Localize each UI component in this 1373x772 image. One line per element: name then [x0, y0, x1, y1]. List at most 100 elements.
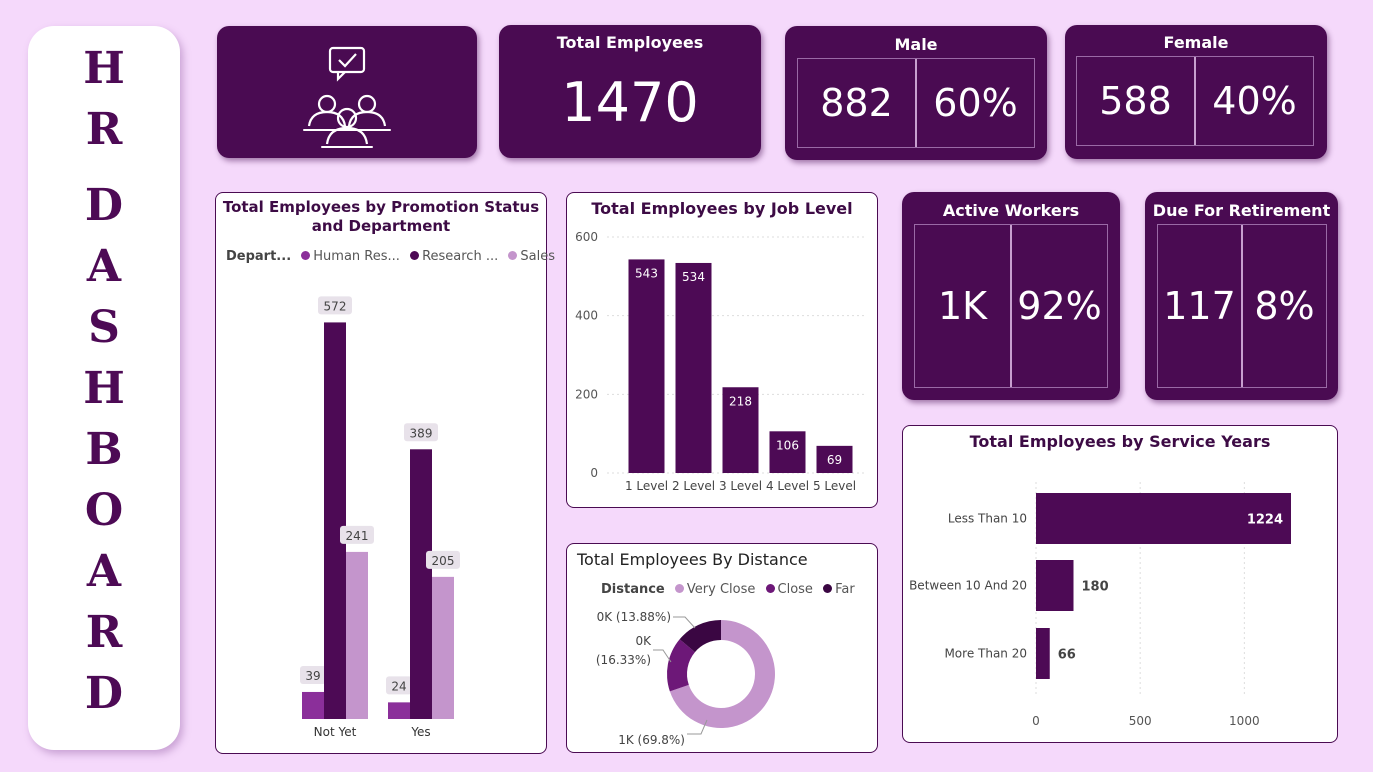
active-workers-count: 1K — [937, 284, 988, 328]
legend-dot-far — [823, 584, 833, 593]
promotion-category-label: Yes — [410, 725, 430, 739]
male-card: Male 882 60% — [785, 26, 1047, 160]
title-letter: O — [84, 485, 124, 536]
retirement-split: 117 8% — [1157, 224, 1327, 388]
promotion-data-label: 205 — [432, 554, 455, 568]
distance-leader-line — [687, 719, 708, 735]
distance-leader-line — [653, 649, 672, 663]
legend-label-very-close[interactable]: Very Close — [686, 582, 756, 597]
joblevel-data-label: 69 — [827, 453, 842, 467]
distance-chart-panel: Total Employees By Distance Distance Ver… — [566, 543, 878, 753]
promotion-data-label-bg — [426, 550, 460, 569]
service-chart-title: Total Employees by Service Years — [969, 432, 1271, 451]
joblevel-bar[interactable] — [769, 431, 806, 473]
promotion-chart-panel: Total Employees by Promotion Status and … — [215, 192, 555, 754]
promotion-data-label-bg — [318, 296, 352, 315]
joblevel-bar[interactable] — [675, 262, 712, 473]
joblevel-bar[interactable] — [628, 259, 665, 473]
title-letter: S — [88, 302, 120, 353]
joblevel-category-label: 5 Level — [813, 479, 856, 493]
service-bar[interactable] — [1036, 493, 1291, 544]
total-employees-title: Total Employees — [556, 33, 704, 52]
joblevel-ytick-label: 0 — [590, 466, 598, 480]
promotion-chart-title: Total Employees by Promotion Status and … — [222, 198, 540, 235]
distance-leader-line — [673, 616, 696, 629]
retirement-percent: 8% — [1241, 225, 1326, 387]
promotion-data-label: 389 — [410, 426, 433, 440]
title-letter: R — [85, 607, 123, 658]
active-workers-card: Active Workers 1K 92% — [902, 192, 1120, 400]
service-chart-panel: Total Employees by Service Years 0 500 100… — [902, 425, 1338, 743]
distance-slice[interactable] — [679, 620, 721, 653]
title-spacer — [28, 160, 180, 175]
female-percent: 40% — [1194, 57, 1313, 145]
promotion-bar[interactable] — [388, 702, 410, 719]
service-bar[interactable] — [1036, 560, 1074, 611]
distance-chart: 1K (69.8%) 0K (16.33%) 0K (13.88%) — [596, 610, 775, 747]
active-workers-title: Active Workers — [942, 201, 1080, 220]
promotion-data-label-bg — [300, 665, 326, 684]
title-letter: D — [84, 180, 124, 231]
distance-chart-title: Total Employees By Distance — [577, 550, 808, 569]
title-letter: A — [86, 241, 122, 292]
distance-slice[interactable] — [669, 620, 775, 728]
title-letter: A — [86, 546, 122, 597]
service-data-label: 1224 — [1247, 513, 1283, 528]
female-split: 588 40% — [1076, 56, 1314, 146]
distance-legend: Distance Very Close Close Far — [601, 582, 855, 597]
legend-dot-very-close — [674, 584, 684, 593]
promotion-bar[interactable] — [410, 449, 432, 719]
legend-dot-hr — [301, 251, 311, 260]
promotion-legend: Depart... Human Res... Research ... Sale… — [226, 249, 555, 264]
service-xtick-label: 0 — [1032, 714, 1040, 728]
male-title: Male — [894, 35, 938, 54]
legend-label-research[interactable]: Research ... — [422, 249, 499, 264]
total-employees-value: 1470 — [561, 71, 699, 134]
legend-dot-sales — [508, 251, 518, 260]
promotion-data-label-bg — [340, 525, 374, 544]
male-split: 882 60% — [797, 58, 1035, 148]
promotion-category-label: Not Yet — [314, 725, 357, 739]
promotion-chart: 39 572 241 Not Yet 24 389 205 Yes — [300, 296, 460, 739]
legend-label-sales[interactable]: Sales — [520, 249, 555, 264]
service-xtick-label: 500 — [1129, 714, 1152, 728]
joblevel-chart-panel: Total Employees by Job Level 0 200 400 600 5… — [566, 192, 878, 508]
joblevel-chart-title: Total Employees by Job Level — [591, 199, 853, 218]
promotion-bar[interactable] — [324, 322, 346, 719]
promotion-data-label: 24 — [391, 679, 406, 693]
joblevel-category-label: 1 Level — [625, 479, 668, 493]
male-percent: 60% — [915, 59, 1034, 147]
promotion-bar[interactable] — [432, 576, 454, 719]
distance-slice-label: 0K (13.88%) — [597, 610, 671, 624]
joblevel-bar[interactable] — [722, 387, 759, 473]
service-category-label: More Than 20 — [944, 647, 1027, 661]
service-data-label: 180 — [1082, 580, 1109, 595]
promotion-data-label: 241 — [346, 529, 369, 543]
legend-label-far[interactable]: Far — [835, 582, 855, 597]
service-category-label: Less Than 10 — [948, 512, 1027, 526]
title-letter: D — [84, 668, 124, 719]
service-bar[interactable] — [1036, 628, 1050, 679]
female-card: Female 588 40% — [1065, 25, 1327, 159]
service-xtick-label: 1000 — [1229, 714, 1260, 728]
joblevel-data-label: 106 — [776, 438, 799, 452]
joblevel-category-label: 4 Level — [766, 479, 809, 493]
distance-slice-label: 1K (69.8%) — [618, 733, 685, 747]
joblevel-data-label: 218 — [729, 394, 752, 408]
promotion-bar[interactable] — [346, 551, 368, 719]
service-chart: 0 500 1000 Less Than 10 1224 Between 10 And 2… — [909, 482, 1291, 728]
female-title: Female — [1163, 33, 1229, 52]
retirement-title: Due For Retirement — [1152, 201, 1331, 220]
title-letter: H — [83, 43, 125, 94]
male-count: 882 — [820, 81, 893, 125]
legend-label-hr[interactable]: Human Res... — [313, 249, 400, 264]
promotion-bar[interactable] — [302, 691, 324, 719]
total-employees-card: Total Employees 1470 — [499, 25, 761, 158]
distance-slice[interactable] — [667, 639, 695, 692]
legend-label-close[interactable]: Close — [777, 582, 813, 597]
joblevel-bar[interactable] — [816, 445, 853, 473]
distance-slice-label: (16.33%) — [596, 653, 651, 667]
joblevel-ytick-label: 600 — [575, 230, 598, 244]
